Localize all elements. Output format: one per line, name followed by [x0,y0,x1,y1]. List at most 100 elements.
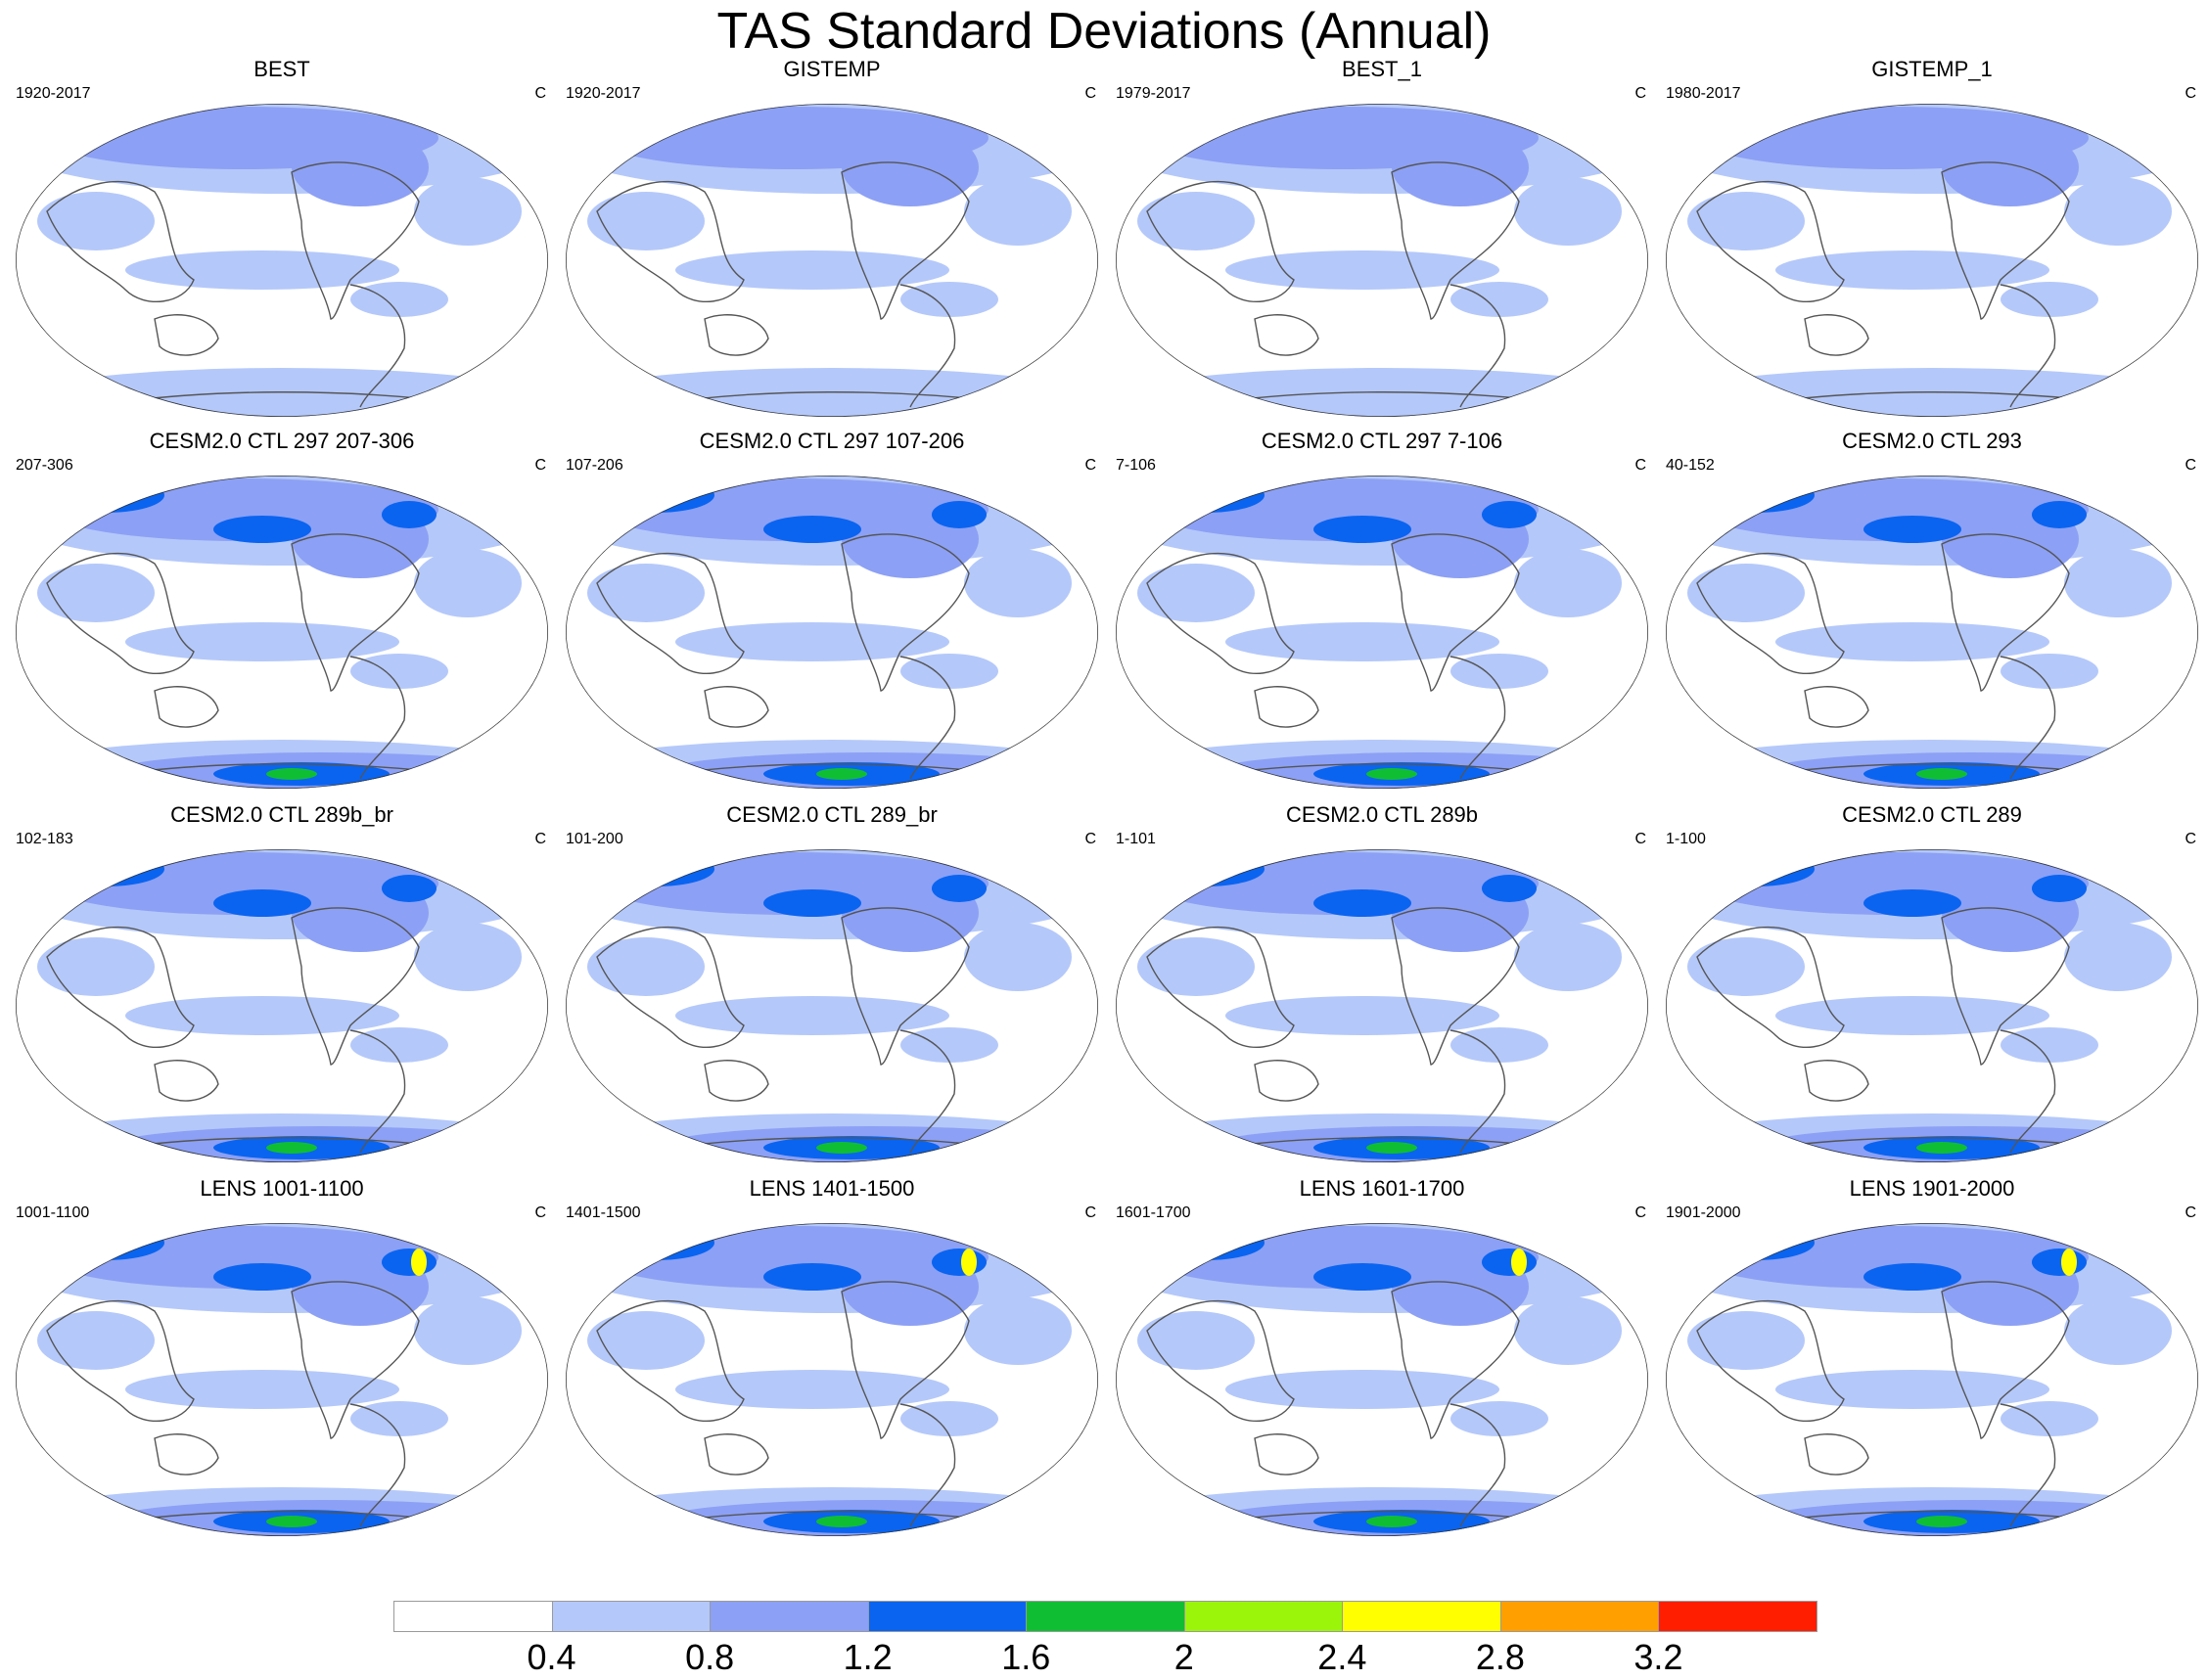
contour-dark [763,516,861,543]
continent-outline [1696,180,1845,303]
contour-green [622,484,669,500]
contour-light [2064,1296,2172,1365]
continent-outline [1391,907,1520,1066]
continent-outline [704,1433,769,1476]
contour-green [1723,484,1770,500]
contour-light [2001,282,2098,317]
contour-light [1225,1370,1499,1409]
robinson-map [1666,476,2198,789]
map-panel: CESM2.0 CTL 289b_br 102-183 C [8,802,556,1174]
continent-outline [841,161,970,320]
map-panel: CESM2.0 CTL 293 40-152 C [1658,429,2206,800]
contour-green [816,1142,867,1154]
contour-light [1775,250,2049,290]
map-panel: GISTEMP_1 1980-2017 C [1658,57,2206,429]
contour-green [816,1516,867,1527]
robinson-map [1116,104,1648,417]
continent-outline [46,926,195,1049]
contour-light [125,250,399,290]
contour-dark [1482,1249,1537,1276]
robinson-map [16,476,548,789]
panel-period: 1979-2017 [1116,85,1191,102]
contour-light [1514,177,1622,246]
panel-title: BEST [253,57,310,81]
contour-dark [382,501,437,528]
contour-light [1687,564,1805,622]
contour-medium [842,128,979,206]
colorbar-swatch [1499,1601,1660,1632]
map-panel: LENS 1001-1100 1001-1100 C [8,1176,556,1548]
contour-dark [1147,106,1265,141]
contour-green [1916,1142,1967,1154]
contour-yellow [2061,1249,2077,1276]
panel-period: 102-183 [16,831,73,847]
contour-light [414,1296,522,1365]
contour-light [1514,549,1622,617]
contour-dark [213,516,311,543]
panel-title: CESM2.0 CTL 293 [1842,429,2022,453]
continent-outline [1804,1433,1869,1476]
colorbar-tick-label: 1.2 [843,1637,893,1677]
panel-title: LENS 1001-1100 [200,1176,364,1201]
contour-light [2001,1401,2098,1436]
panel-period: 1-101 [1116,831,1156,847]
continent-outline [1391,533,1520,692]
panel-period: 40-152 [1666,457,1715,474]
continent-outline [1449,656,1506,780]
continent-outline [1941,161,2070,320]
contour-light [1137,1311,1255,1370]
continent-outline [1146,1299,1295,1423]
panel-title: GISTEMP [783,57,881,81]
colorbar-swatch [393,1601,553,1632]
panel-period: 1920-2017 [16,85,91,102]
panel-period: 1920-2017 [566,85,641,102]
continent-outline [1804,1060,1869,1102]
continent-outline [1254,314,1319,356]
panel-period: 1901-2000 [1666,1204,1741,1221]
continent-outline [1449,1403,1506,1527]
contour-dark [1147,851,1265,886]
contour-dark [2032,501,2087,528]
colorbar-tick-label: 1.6 [1001,1637,1051,1677]
map-panel: CESM2.0 CTL 289_br 101-200 C [558,802,1106,1174]
map-panel: BEST 1920-2017 C [8,57,556,429]
colorbar [393,1601,1817,1634]
contour-green [1366,1516,1417,1527]
contour-light [2064,923,2172,991]
continent-outline [1254,1060,1319,1102]
contour-light [350,282,448,317]
contour-dark [1863,516,1961,543]
panel-unit: C [534,85,546,102]
contour-dark [382,875,437,902]
contour-dark [1697,106,1815,141]
contour-light [125,622,399,661]
contour-light [125,1370,399,1409]
contour-dark [763,1263,861,1291]
panel-title: LENS 1901-2000 [1849,1176,2015,1201]
colorbar-tick-label: 0.8 [685,1637,735,1677]
robinson-map [1116,849,1648,1162]
colorbar-tick-label: 0.4 [527,1637,576,1677]
continent-outline [291,161,420,320]
continent-outline [154,314,219,356]
contour-lime [1726,1234,1785,1251]
continent-outline [154,1060,219,1102]
panel-period: 7-106 [1116,457,1156,474]
continent-outline [46,1299,195,1423]
continent-outline [704,686,769,728]
contour-dark [1863,889,1961,917]
contour-dark [932,501,987,528]
continent-outline [2000,1403,2056,1527]
contour-dark [2032,1249,2087,1276]
contour-dark [47,477,164,513]
panel-title: LENS 1401-1500 [749,1176,915,1201]
contour-light [964,549,1072,617]
continent-outline [349,1403,406,1527]
continent-outline [704,314,769,356]
contour-green [1366,768,1417,780]
contour-green [1173,484,1219,500]
continent-outline [1696,926,1845,1049]
contour-light [675,622,949,661]
contour-light [1514,1296,1622,1365]
panel-unit: C [534,457,546,474]
